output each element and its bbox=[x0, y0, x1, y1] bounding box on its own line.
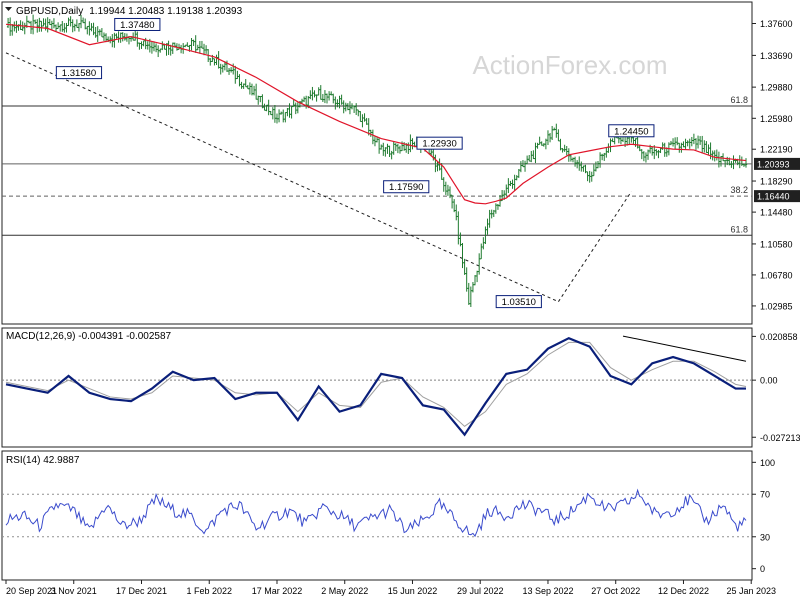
price-tick-label: 1.18290 bbox=[760, 177, 793, 187]
price-annotation: 1.37480 bbox=[114, 17, 161, 31]
price-annotation: 1.24450 bbox=[608, 124, 655, 138]
price-annotation: 1.03510 bbox=[495, 295, 542, 309]
symbol-text: GBPUSD,Daily bbox=[16, 6, 83, 17]
x-tick-label: 15 Jun 2022 bbox=[388, 586, 438, 596]
annotation-label: 1.22930 bbox=[422, 139, 456, 150]
annotation-box bbox=[416, 136, 463, 150]
x-tick-label: 17 Mar 2022 bbox=[252, 586, 303, 596]
annotation-label: 1.24450 bbox=[614, 126, 648, 137]
annotation-box bbox=[114, 17, 161, 31]
price-tag-box bbox=[754, 190, 800, 203]
rsi-tick-label: 70 bbox=[760, 490, 770, 500]
panel-frames bbox=[1, 1, 753, 581]
macd-title: MACD(12,26,9) -0.004391 -0.002587 bbox=[6, 331, 172, 342]
rsi-panel bbox=[2, 488, 752, 538]
x-tick-label: 17 Dec 2021 bbox=[116, 586, 167, 596]
rsi-tick-label: 30 bbox=[760, 532, 770, 542]
macd-signal-line bbox=[5, 341, 747, 427]
rsi-title: RSI(14) 42.9887 bbox=[6, 455, 80, 466]
watermark: ActionForex.com bbox=[472, 50, 667, 80]
x-tick-label: 27 Oct 2022 bbox=[591, 586, 640, 596]
rsi-tick-label: 100 bbox=[760, 458, 775, 468]
panel-frame-macd bbox=[1, 327, 753, 448]
price-tick-label: 1.06780 bbox=[760, 270, 793, 280]
price-tag-box bbox=[754, 157, 800, 170]
price-tag-label: 1.16440 bbox=[757, 192, 790, 202]
annotation-box bbox=[608, 124, 655, 138]
moving-average-line bbox=[5, 23, 747, 205]
axes: 1.37600 1.33690 1.29880 1.25980 1.22190 1.182… bbox=[5, 19, 800, 596]
price-tick-label: 1.33690 bbox=[760, 51, 793, 61]
price-tick-label: 1.02985 bbox=[760, 301, 793, 311]
price-tick-label: 1.37600 bbox=[760, 19, 793, 29]
trendline bbox=[557, 191, 632, 302]
annotation-label: 1.17590 bbox=[389, 182, 423, 193]
price-tick-label: 1.14480 bbox=[760, 208, 793, 218]
price-tick-label: 1.25980 bbox=[760, 114, 793, 124]
price-annotation: 1.31580 bbox=[55, 66, 103, 80]
x-tick-label: 20 Sep 2021 bbox=[6, 586, 57, 596]
price-annotation: 1.22930 bbox=[416, 136, 463, 150]
price-tag-label: 1.20393 bbox=[757, 159, 790, 169]
annotation-label: 1.31580 bbox=[62, 68, 96, 79]
trendline bbox=[5, 52, 559, 303]
x-tick-label: 29 Jul 2022 bbox=[457, 586, 504, 596]
x-tick-label: 1 Feb 2022 bbox=[186, 586, 232, 596]
annotation-label: 1.37480 bbox=[120, 20, 154, 31]
macd-tick-label: 0.00 bbox=[760, 376, 778, 386]
macd-tick-label: -0.027213 bbox=[760, 433, 800, 443]
x-tick-label: 12 Dec 2022 bbox=[658, 586, 709, 596]
x-tick-label: 2 May 2022 bbox=[321, 586, 368, 596]
macd-tick-label: 0.020858 bbox=[760, 332, 798, 342]
price-annotation: 1.17590 bbox=[383, 180, 430, 194]
macd-trendline bbox=[622, 335, 747, 362]
fib-level-label: 38.2 bbox=[730, 185, 748, 195]
panel-frame-rsi bbox=[1, 450, 753, 581]
dropdown-arrow-icon[interactable] bbox=[5, 7, 12, 11]
price-tick-label: 1.10580 bbox=[760, 239, 793, 249]
x-tick-label: 13 Sep 2022 bbox=[522, 586, 573, 596]
x-tick-label: 25 Jan 2023 bbox=[726, 586, 776, 596]
annotation-box bbox=[383, 180, 430, 194]
rsi-line bbox=[5, 488, 747, 538]
fib-level-label: 61.8 bbox=[730, 95, 748, 105]
x-tick-label: 3 Nov 2021 bbox=[51, 586, 97, 596]
panel-frame-price bbox=[1, 1, 753, 325]
price-tick-label: 1.22190 bbox=[760, 145, 793, 155]
macd-panel bbox=[2, 335, 752, 437]
macd-line bbox=[5, 336, 746, 437]
price-tick-label: 1.29880 bbox=[760, 83, 793, 93]
annotation-box bbox=[55, 66, 103, 80]
rsi-tick-label: 0 bbox=[760, 564, 765, 574]
fib-level-label: 61.8 bbox=[730, 224, 748, 234]
ohlc-text: 1.19944 1.20483 1.19138 1.20393 bbox=[89, 6, 242, 17]
price-panel: 61.8 38.2 61.8 1.37480 1.31580 1.22930 1.17590… bbox=[2, 14, 752, 309]
annotation-label: 1.03510 bbox=[502, 297, 536, 308]
symbol-label: GBPUSD,Daily 1.19944 1.20483 1.19138 1.20… bbox=[16, 6, 243, 17]
annotation-box bbox=[495, 295, 542, 309]
